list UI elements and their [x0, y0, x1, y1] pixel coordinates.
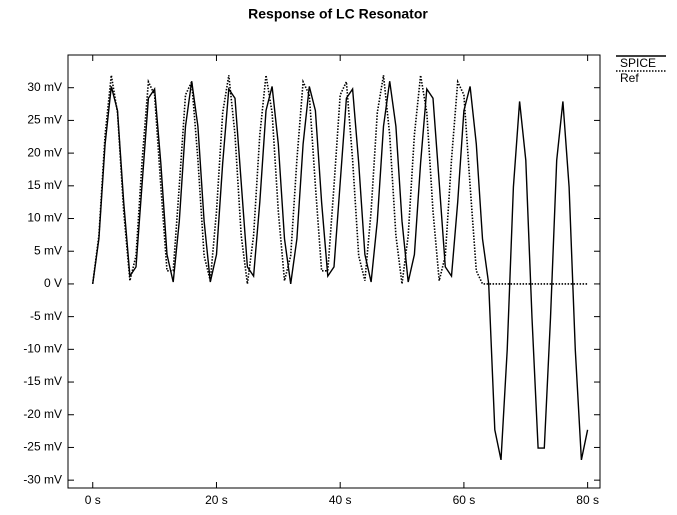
y-tick-label: 0 V: [44, 276, 62, 290]
y-tick-label: 10 mV: [27, 211, 62, 225]
y-tick-label: 25 mV: [27, 113, 62, 127]
legend-label: Ref: [620, 71, 639, 85]
legend-label: SPICE: [620, 56, 656, 70]
x-tick-label: 20 s: [205, 493, 228, 507]
x-tick-label: 40 s: [329, 493, 352, 507]
series-line: [92, 81, 589, 461]
plot-frame: [67, 54, 601, 489]
x-tick-label: 0 s: [85, 493, 101, 507]
x-tick-label: 60 s: [453, 493, 476, 507]
y-tick-label: -20 mV: [23, 407, 62, 421]
y-tick-label: -30 mV: [23, 472, 62, 486]
y-tick-label: -15 mV: [23, 374, 62, 388]
series-line: [91, 75, 588, 285]
y-tick-label: 30 mV: [27, 80, 62, 94]
y-tick-label: -10 mV: [23, 342, 62, 356]
y-tick-label: -5 mV: [30, 309, 62, 323]
y-tick-label: -25 mV: [23, 440, 62, 454]
x-tick-label: 80 s: [576, 493, 599, 507]
chart-title: Response of LC Resonator: [248, 6, 428, 22]
y-tick-label: 20 mV: [27, 145, 62, 159]
y-tick-label: 5 mV: [34, 243, 62, 257]
y-tick-label: 15 mV: [27, 178, 62, 192]
